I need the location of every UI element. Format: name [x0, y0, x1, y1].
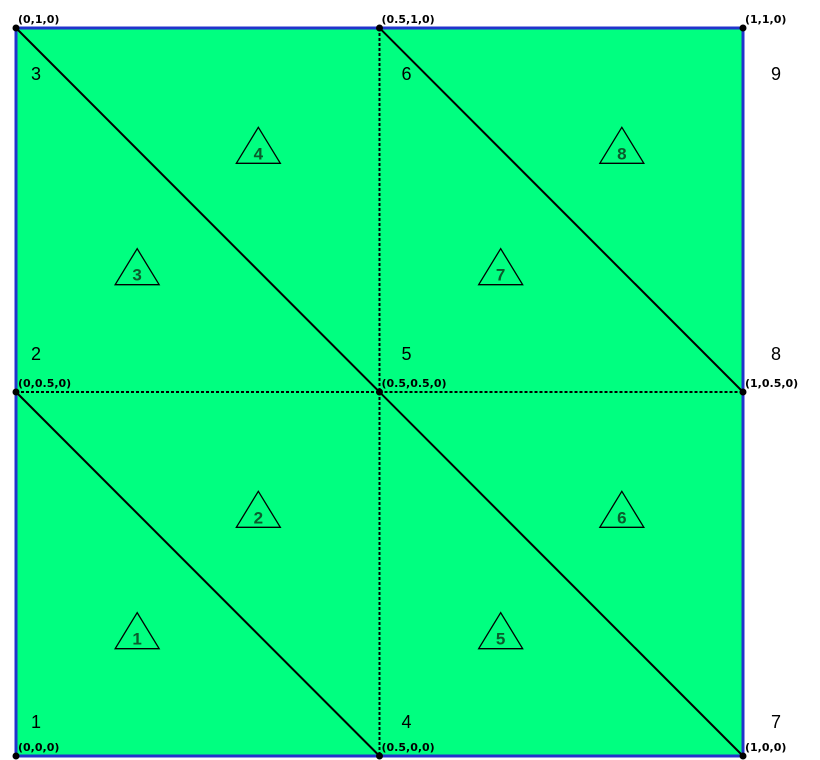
- node-coordinate-label: (0.5,1,0): [382, 13, 435, 26]
- element-markers: 1 2 3 4 5 6 7 8: [114, 126, 645, 650]
- mesh-edges: [15, 27, 744, 757]
- node-point: [376, 24, 383, 32]
- element-marker: 4: [235, 126, 282, 164]
- node-number: 2: [31, 344, 41, 364]
- element-number: 3: [132, 266, 141, 285]
- node-number: 3: [31, 64, 41, 84]
- node-number: 9: [771, 64, 781, 84]
- element-marker: 2: [235, 490, 282, 528]
- node-coordinate-label: (1,0,0): [745, 741, 786, 754]
- mesh-node: (0.5,1,0) 6: [376, 13, 435, 84]
- mesh-node: (1,0,0) 7: [739, 712, 786, 760]
- node-coordinate-label: (1,0.5,0): [745, 377, 798, 390]
- node-point: [739, 388, 747, 396]
- node-number: 7: [771, 712, 781, 732]
- element-marker: 7: [477, 247, 524, 286]
- element-marker: 6: [598, 490, 645, 528]
- node-point: [12, 24, 20, 32]
- node-point: [376, 388, 383, 396]
- node-coordinate-label: (0.5,0.5,0): [382, 377, 447, 390]
- element-triangle-icon: [235, 490, 282, 528]
- element-marker: 8: [598, 126, 645, 164]
- node-point: [739, 24, 747, 32]
- element-number: 5: [496, 630, 505, 649]
- element-triangle-icon: [477, 611, 524, 650]
- diagonal-edge: [378, 391, 744, 757]
- element-triangle-icon: [114, 611, 161, 650]
- node-coordinate-label: (1,1,0): [745, 13, 786, 26]
- node-point: [376, 752, 383, 760]
- element-marker: 1: [114, 611, 161, 650]
- node-coordinate-label: (0,1,0): [18, 13, 59, 26]
- node-coordinate-label: (0,0,0): [18, 741, 59, 754]
- node-point: [739, 752, 747, 760]
- element-number: 7: [496, 266, 505, 285]
- diagonal-edge: [15, 27, 381, 393]
- mesh-node: (0,0,0) 1: [12, 712, 59, 760]
- diagonal-edge: [378, 27, 744, 393]
- element-triangle-icon: [235, 126, 282, 164]
- mesh-node: (0.5,0.5,0) 5: [376, 344, 447, 396]
- element-triangle-icon: [598, 490, 645, 528]
- node-point: [12, 388, 20, 396]
- node-number: 4: [402, 712, 412, 732]
- mesh-node: (0,1,0) 3: [12, 13, 59, 84]
- node-number: 5: [402, 344, 412, 364]
- element-number: 8: [617, 144, 626, 163]
- element-marker: 3: [114, 247, 161, 286]
- element-number: 1: [132, 630, 141, 649]
- mesh-node: (0.5,0,0) 4: [376, 712, 435, 760]
- element-marker: 5: [477, 611, 524, 650]
- element-number: 6: [617, 508, 626, 527]
- element-number: 2: [254, 508, 263, 527]
- element-triangle-icon: [598, 126, 645, 164]
- node-number: 6: [402, 64, 412, 84]
- node-number: 8: [771, 344, 781, 364]
- mesh-node: (0,0.5,0) 2: [12, 344, 71, 396]
- mesh-node: (1,1,0) 9: [739, 13, 786, 84]
- node-coordinate-label: (0,0.5,0): [18, 377, 71, 390]
- diagonal-edge: [15, 391, 381, 757]
- mesh-nodes: (0,0,0)1(0,0.5,0)2(0,1,0)3(0.5,0,0)4(0.5…: [12, 13, 798, 760]
- node-coordinate-label: (0.5,0,0): [382, 741, 435, 754]
- element-triangle-icon: [114, 247, 161, 286]
- element-number: 4: [254, 144, 264, 163]
- node-number: 1: [31, 712, 41, 732]
- element-triangle-icon: [477, 247, 524, 286]
- node-point: [12, 752, 20, 760]
- mesh-node: (1,0.5,0) 8: [739, 344, 798, 396]
